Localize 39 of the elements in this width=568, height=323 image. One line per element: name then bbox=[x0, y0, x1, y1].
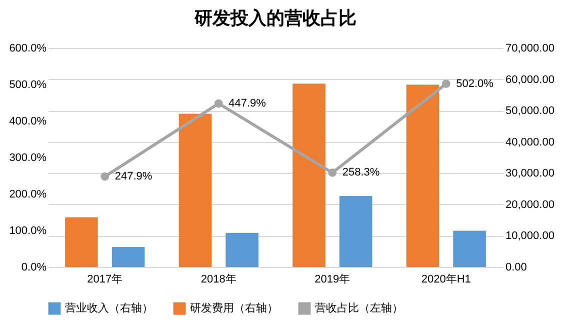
y-tick-label: 200.0% bbox=[9, 188, 47, 200]
bar bbox=[65, 217, 98, 267]
y2-tick-label: 10,000.00 bbox=[506, 230, 554, 242]
point bbox=[100, 172, 110, 181]
data-label: 447.9% bbox=[228, 98, 266, 110]
y2-tick-label: 30,000.00 bbox=[506, 168, 554, 180]
y-tick-label: 500.0% bbox=[9, 79, 47, 91]
y2-tick-label: 50,000.00 bbox=[506, 105, 554, 118]
data-label: 258.3% bbox=[342, 166, 380, 179]
legend-label: 研发费用（右轴） bbox=[190, 302, 278, 315]
bar bbox=[453, 230, 486, 267]
y2-tick-label: 20,000.00 bbox=[506, 198, 554, 211]
y2-tick-label: 0.00 bbox=[506, 262, 527, 274]
point bbox=[442, 80, 450, 88]
x-tick-label: 2017年 bbox=[87, 274, 123, 286]
data-label: 502.0% bbox=[456, 78, 494, 90]
y2-tick-label: 70,000.00 bbox=[506, 42, 554, 54]
y-tick-label: 100.0% bbox=[9, 225, 47, 237]
point bbox=[328, 168, 337, 177]
y2-tick-label: 40,000.00 bbox=[506, 136, 554, 148]
x-tick-label: 2019年 bbox=[314, 274, 350, 286]
bar bbox=[226, 232, 258, 267]
bar bbox=[292, 84, 326, 267]
y-tick-label: 300.0% bbox=[9, 152, 47, 164]
legend-label: 营业收入（右轴） bbox=[65, 302, 153, 315]
chart-title: 研发投入的营收占比 bbox=[194, 8, 356, 28]
point bbox=[214, 99, 223, 108]
y-tick-label: 400.0% bbox=[9, 116, 47, 128]
y2-tick-label: 60,000.00 bbox=[506, 74, 554, 86]
bar bbox=[178, 114, 212, 267]
bar bbox=[339, 196, 372, 267]
bar bbox=[406, 84, 440, 267]
y-tick-label: 0.0% bbox=[21, 262, 47, 274]
x-tick-label: 2018年 bbox=[200, 274, 236, 286]
bar bbox=[112, 246, 145, 267]
data-label: 247.9% bbox=[114, 170, 152, 183]
x-tick-label: 2020年H1 bbox=[421, 274, 471, 286]
legend-label: 营收占比（左轴） bbox=[315, 302, 403, 315]
y-tick-label: 600.0% bbox=[9, 42, 47, 54]
